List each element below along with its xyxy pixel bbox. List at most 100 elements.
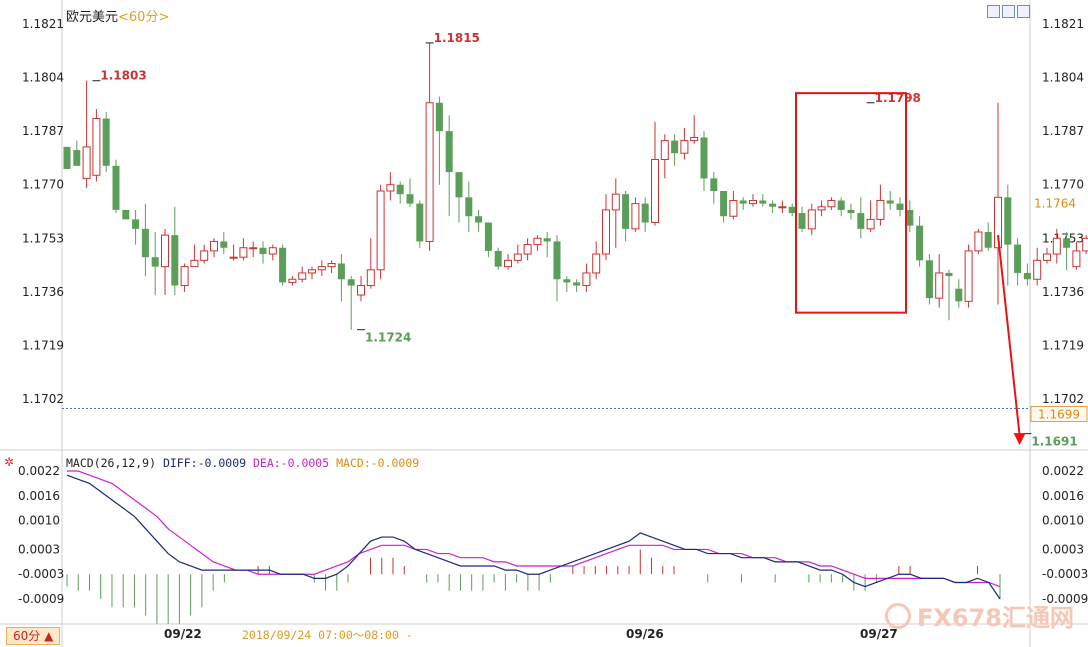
candle-body: [337, 263, 345, 280]
macd-tick-right: 0.0016: [1042, 489, 1084, 503]
candle-body: [641, 203, 649, 223]
candle-body: [964, 250, 973, 302]
candle-body: [876, 199, 885, 220]
play-icon[interactable]: [1017, 5, 1030, 18]
price-tick-left: 1.1770: [22, 178, 64, 192]
candle-body: [817, 206, 826, 211]
candle-body: [671, 140, 679, 154]
candle-body: [396, 184, 404, 195]
price-tick-right: 1.1787: [1042, 124, 1084, 138]
price-tick-left: 1.1804: [22, 71, 64, 85]
candle-body: [288, 278, 297, 283]
candle-body: [1072, 250, 1081, 268]
price-tick-right: 1.1702: [1042, 392, 1084, 406]
candle-body: [896, 203, 904, 210]
price-tick-left: 1.1702: [22, 392, 64, 406]
candle-body: [308, 269, 316, 274]
candle-body: [1023, 272, 1031, 280]
drop-arrow: [997, 235, 1021, 436]
candle-body: [906, 209, 914, 226]
candle-body: [984, 231, 992, 248]
chart-title: 欧元美元<60分>: [66, 6, 169, 25]
candle-body: [916, 225, 924, 261]
candle-body: [1043, 253, 1051, 261]
candle-body: [416, 203, 424, 242]
candle-body: [886, 200, 894, 204]
instrument-label: 欧元美元: [66, 10, 119, 25]
chart-type-icon[interactable]: [987, 5, 1000, 18]
candle-body: [680, 140, 689, 154]
macd-tick-left: -0.0009: [18, 592, 64, 606]
macd-legend: MACD(26,12,9) DIFF:-0.0009 DEA:-0.0005 M…: [66, 456, 419, 470]
candle-body: [769, 203, 777, 207]
candle-body: [651, 159, 659, 224]
candle-body: [739, 200, 747, 204]
candle-body: [122, 209, 130, 220]
macd-hist-value: MACD:-0.0009: [336, 456, 420, 470]
price-tick-left: 1.1719: [22, 338, 64, 352]
price-tick-right: 1.1753: [1042, 231, 1084, 245]
price-tick-right: 1.1821: [1042, 17, 1084, 31]
candle-body: [749, 199, 757, 205]
candle-body: [553, 241, 561, 280]
crosshair-timestamp: 2018/09/24 07:00～08:00 -: [242, 628, 413, 642]
chart-toolbar: [987, 5, 1030, 18]
macd-tick-left: 0.0016: [18, 489, 60, 503]
candle-body: [857, 213, 865, 229]
candle-body: [406, 194, 414, 204]
drop-arrow-head: [1013, 433, 1026, 446]
macd-tick-right: 0.0022: [1042, 464, 1084, 478]
candle-body: [582, 272, 591, 287]
candle-body: [63, 146, 71, 169]
candle-body: [229, 256, 238, 259]
candle-body: [425, 102, 434, 242]
candle-body: [994, 196, 1002, 249]
macd-params: MACD(26,12,9): [66, 456, 157, 470]
macd-tick-left: 0.0022: [18, 464, 60, 478]
candle-body: [200, 250, 209, 261]
candle-body: [249, 247, 258, 250]
x-axis-label-1: 09/22: [164, 627, 202, 641]
price-tick-left: 1.1787: [22, 124, 64, 138]
candle-body: [945, 272, 953, 277]
candle-body: [102, 118, 110, 166]
candle-body: [210, 240, 218, 252]
candle-body: [690, 136, 699, 142]
watermark-logo: FX678汇通网: [885, 598, 1074, 633]
candle-body: [1004, 197, 1012, 245]
candle-body: [974, 231, 983, 252]
candle-body: [1063, 238, 1071, 248]
candle-body: [112, 165, 120, 210]
candle-body: [788, 206, 796, 214]
macd-tick-left: 0.0010: [18, 514, 60, 528]
price-tick-left: 1.1753: [22, 231, 64, 245]
macd-tick-right: -0.0009: [1042, 592, 1088, 606]
candle-body: [357, 285, 365, 296]
candle-body: [866, 218, 875, 230]
candle-body: [366, 269, 375, 287]
macd-settings-icon[interactable]: ✲: [4, 455, 15, 469]
candle-body: [376, 190, 385, 271]
last-price-label: 1.1699: [1038, 407, 1080, 421]
candle-body: [151, 257, 159, 267]
macd-tick-right: -0.0003: [1042, 567, 1088, 581]
candle-body: [729, 199, 738, 217]
extreme-price-label: 1.1815: [434, 31, 480, 45]
draw-tool-icon[interactable]: [1002, 5, 1015, 18]
candle-body: [73, 150, 81, 166]
candle-body: [1014, 244, 1022, 273]
candle-body: [602, 209, 610, 255]
macd-tick-right: 0.0010: [1042, 514, 1084, 528]
x-axis-label-2: 09/26: [626, 627, 664, 641]
current-price-label: 1.1764: [1034, 197, 1076, 211]
candle-body: [279, 247, 287, 283]
period-label: <60分>: [118, 10, 170, 25]
period-selector-button[interactable]: 60分 ▲: [6, 627, 61, 645]
candle-body: [190, 259, 199, 268]
candle-body: [778, 206, 787, 209]
macd-tick-left: 0.0003: [18, 542, 60, 556]
candle-body: [484, 222, 492, 251]
candle-body: [161, 234, 169, 268]
candle-body: [82, 146, 91, 179]
